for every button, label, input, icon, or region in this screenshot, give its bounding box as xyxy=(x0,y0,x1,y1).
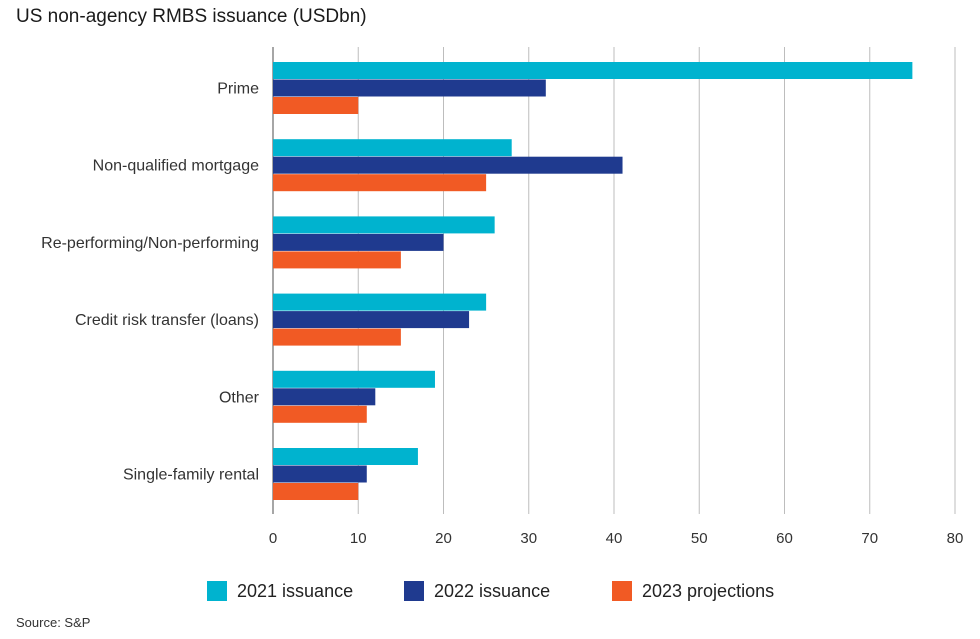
bar-2021 xyxy=(273,62,913,79)
legend-item-2023: 2023 projections xyxy=(612,578,774,604)
labels: 0 10 20 30 40 50 60 70 80 Prime Non-qualified mort… xyxy=(41,81,963,548)
bar-2023 xyxy=(273,483,359,500)
category-label: Credit risk transfer (loans) xyxy=(75,312,259,329)
bar-2023 xyxy=(273,405,367,423)
bars xyxy=(273,62,913,500)
legend-swatch-2022 xyxy=(404,581,424,601)
bar-2022 xyxy=(273,465,367,483)
bar-2023 xyxy=(273,328,401,346)
bar-2023 xyxy=(273,251,401,269)
chart-title: US non-agency RMBS issuance (USDbn) xyxy=(16,6,367,27)
category-label: Non-qualified mortgage xyxy=(93,158,259,175)
source-note: Source: S&P xyxy=(16,615,91,630)
legend: 2021 issuance 2022 issuance 2023 project… xyxy=(0,578,980,604)
x-tick-label: 80 xyxy=(947,530,964,547)
legend-swatch-2021 xyxy=(207,581,227,601)
bar-2023 xyxy=(273,97,359,114)
bar-2022 xyxy=(273,233,444,251)
x-tick-label: 40 xyxy=(606,530,623,547)
bar-2023 xyxy=(273,174,487,192)
legend-label-2021: 2021 issuance xyxy=(237,580,354,601)
x-tick-label: 20 xyxy=(435,530,452,547)
bar-2022 xyxy=(273,311,470,329)
bar-2021 xyxy=(273,139,512,157)
legend-label-2023: 2023 projections xyxy=(642,580,775,601)
legend-item-2021: 2021 issuance xyxy=(207,578,353,604)
bar-2022 xyxy=(273,79,546,97)
x-tick-label: 50 xyxy=(691,530,708,547)
bar-2021 xyxy=(273,216,495,234)
category-label: Single-family rental xyxy=(123,467,259,484)
legend-label-2022: 2022 issuance xyxy=(434,580,551,601)
bar-2022 xyxy=(273,388,376,406)
x-tick-label: 60 xyxy=(776,530,793,547)
category-label: Prime xyxy=(217,81,259,98)
bar-2021 xyxy=(273,293,487,311)
bar-2021 xyxy=(273,448,418,465)
bar-2022 xyxy=(273,156,623,174)
legend-swatch-2023 xyxy=(612,581,632,601)
x-tick-label: 0 xyxy=(269,530,277,547)
legend-item-2022: 2022 issuance xyxy=(404,578,550,604)
category-label: Re-performing/Non-performing xyxy=(41,235,259,252)
bar-2021 xyxy=(273,370,435,388)
category-label: Other xyxy=(219,389,260,406)
x-tick-label: 70 xyxy=(861,530,878,547)
x-tick-label: 10 xyxy=(350,530,367,547)
x-tick-label: 30 xyxy=(520,530,537,547)
bar-chart: 0 10 20 30 40 50 60 70 80 Prime Non-qualified mort… xyxy=(41,47,963,548)
gridlines xyxy=(272,47,956,514)
